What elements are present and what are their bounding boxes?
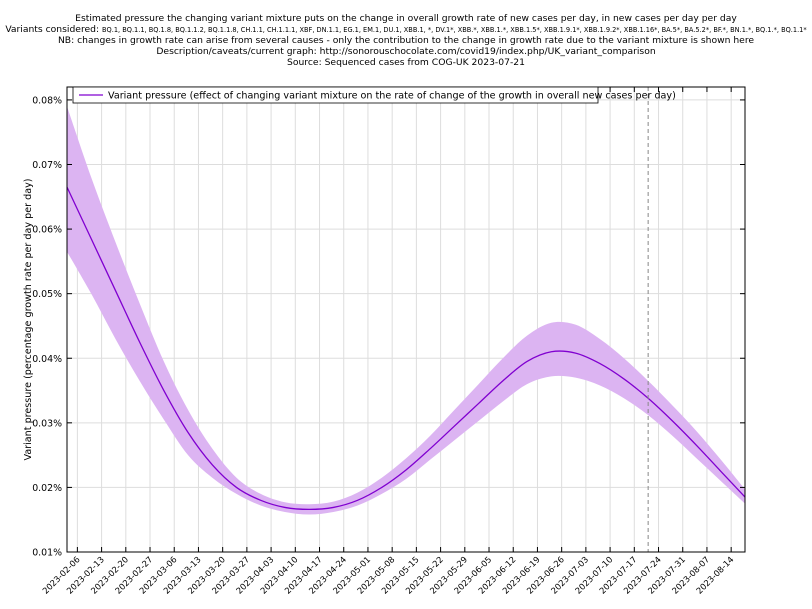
chart-note: NB: changes in growth rate can arise fro… [57,34,755,46]
chart-source: Source: Sequenced cases from COG-UK 2023… [287,56,525,68]
plot-frame [66,86,746,553]
y-tick-label: 0.06% [32,225,62,236]
variants-list: BQ.1, BQ.1.1, BQ.1.8, BQ.1.1.2, BQ.1.1.8… [102,25,807,34]
variants-considered: Variants considered: BQ.1, BQ.1.1, BQ.1.… [0,23,812,36]
chart-description: Description/caveats/current graph: http:… [156,45,656,57]
y-tick-label: 0.01% [32,548,62,559]
grid-layer [67,87,745,553]
legend-box [72,86,599,104]
y-tick-label: 0.07% [32,160,62,171]
confidence-band [67,106,745,515]
y-axis-label: Variant pressure (percentage growth rate… [23,179,34,461]
y-tick-label: 0.04% [32,354,62,365]
series-line [66,186,746,511]
chart-title: Estimated pressure the changing variant … [75,13,737,24]
y-tick-label: 0.03% [32,418,62,429]
legend: Variant pressure (effect of changing var… [72,86,676,104]
chart-header: Estimated pressure the changing variant … [0,13,812,69]
y-tick-label: 0.05% [32,289,62,300]
y-tick-label: 0.08% [32,95,62,106]
legend-label: Variant pressure (effect of changing var… [108,91,676,102]
variants-prefix: Variants considered: [5,23,100,35]
y-tick-label: 0.02% [32,483,62,494]
